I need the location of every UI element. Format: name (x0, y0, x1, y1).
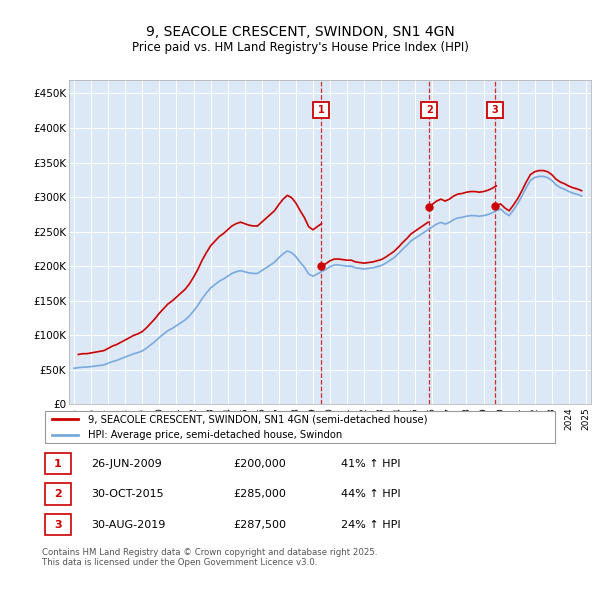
Text: 30-AUG-2019: 30-AUG-2019 (91, 520, 166, 530)
FancyBboxPatch shape (44, 453, 71, 474)
Text: 2: 2 (54, 489, 62, 499)
Text: 2: 2 (426, 106, 433, 116)
Text: 26-JUN-2009: 26-JUN-2009 (91, 458, 162, 468)
Text: £287,500: £287,500 (233, 520, 286, 530)
Text: £285,000: £285,000 (233, 489, 286, 499)
FancyBboxPatch shape (44, 411, 556, 442)
Text: 44% ↑ HPI: 44% ↑ HPI (341, 489, 401, 499)
Text: 1: 1 (318, 106, 325, 116)
Text: 3: 3 (54, 520, 62, 530)
Text: 1: 1 (54, 458, 62, 468)
Text: Contains HM Land Registry data © Crown copyright and database right 2025.
This d: Contains HM Land Registry data © Crown c… (42, 548, 377, 567)
Text: Price paid vs. HM Land Registry's House Price Index (HPI): Price paid vs. HM Land Registry's House … (131, 41, 469, 54)
Text: 30-OCT-2015: 30-OCT-2015 (91, 489, 164, 499)
Text: HPI: Average price, semi-detached house, Swindon: HPI: Average price, semi-detached house,… (88, 430, 343, 440)
FancyBboxPatch shape (44, 514, 71, 535)
FancyBboxPatch shape (44, 483, 71, 505)
Text: 9, SEACOLE CRESCENT, SWINDON, SN1 4GN (semi-detached house): 9, SEACOLE CRESCENT, SWINDON, SN1 4GN (s… (88, 414, 428, 424)
Text: 41% ↑ HPI: 41% ↑ HPI (341, 458, 401, 468)
Text: £200,000: £200,000 (233, 458, 286, 468)
Text: 9, SEACOLE CRESCENT, SWINDON, SN1 4GN: 9, SEACOLE CRESCENT, SWINDON, SN1 4GN (146, 25, 454, 40)
Text: 3: 3 (491, 106, 498, 116)
Text: 24% ↑ HPI: 24% ↑ HPI (341, 520, 401, 530)
